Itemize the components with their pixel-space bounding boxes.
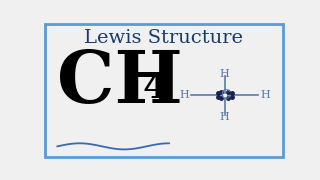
Text: C: C [220,89,229,102]
Text: H: H [180,90,189,100]
Text: H: H [220,69,230,79]
Text: Lewis Structure: Lewis Structure [84,28,244,46]
Text: H: H [260,90,270,100]
Text: CH: CH [57,47,183,118]
Text: 4: 4 [143,71,168,105]
Text: H: H [220,112,230,122]
FancyBboxPatch shape [45,24,283,158]
